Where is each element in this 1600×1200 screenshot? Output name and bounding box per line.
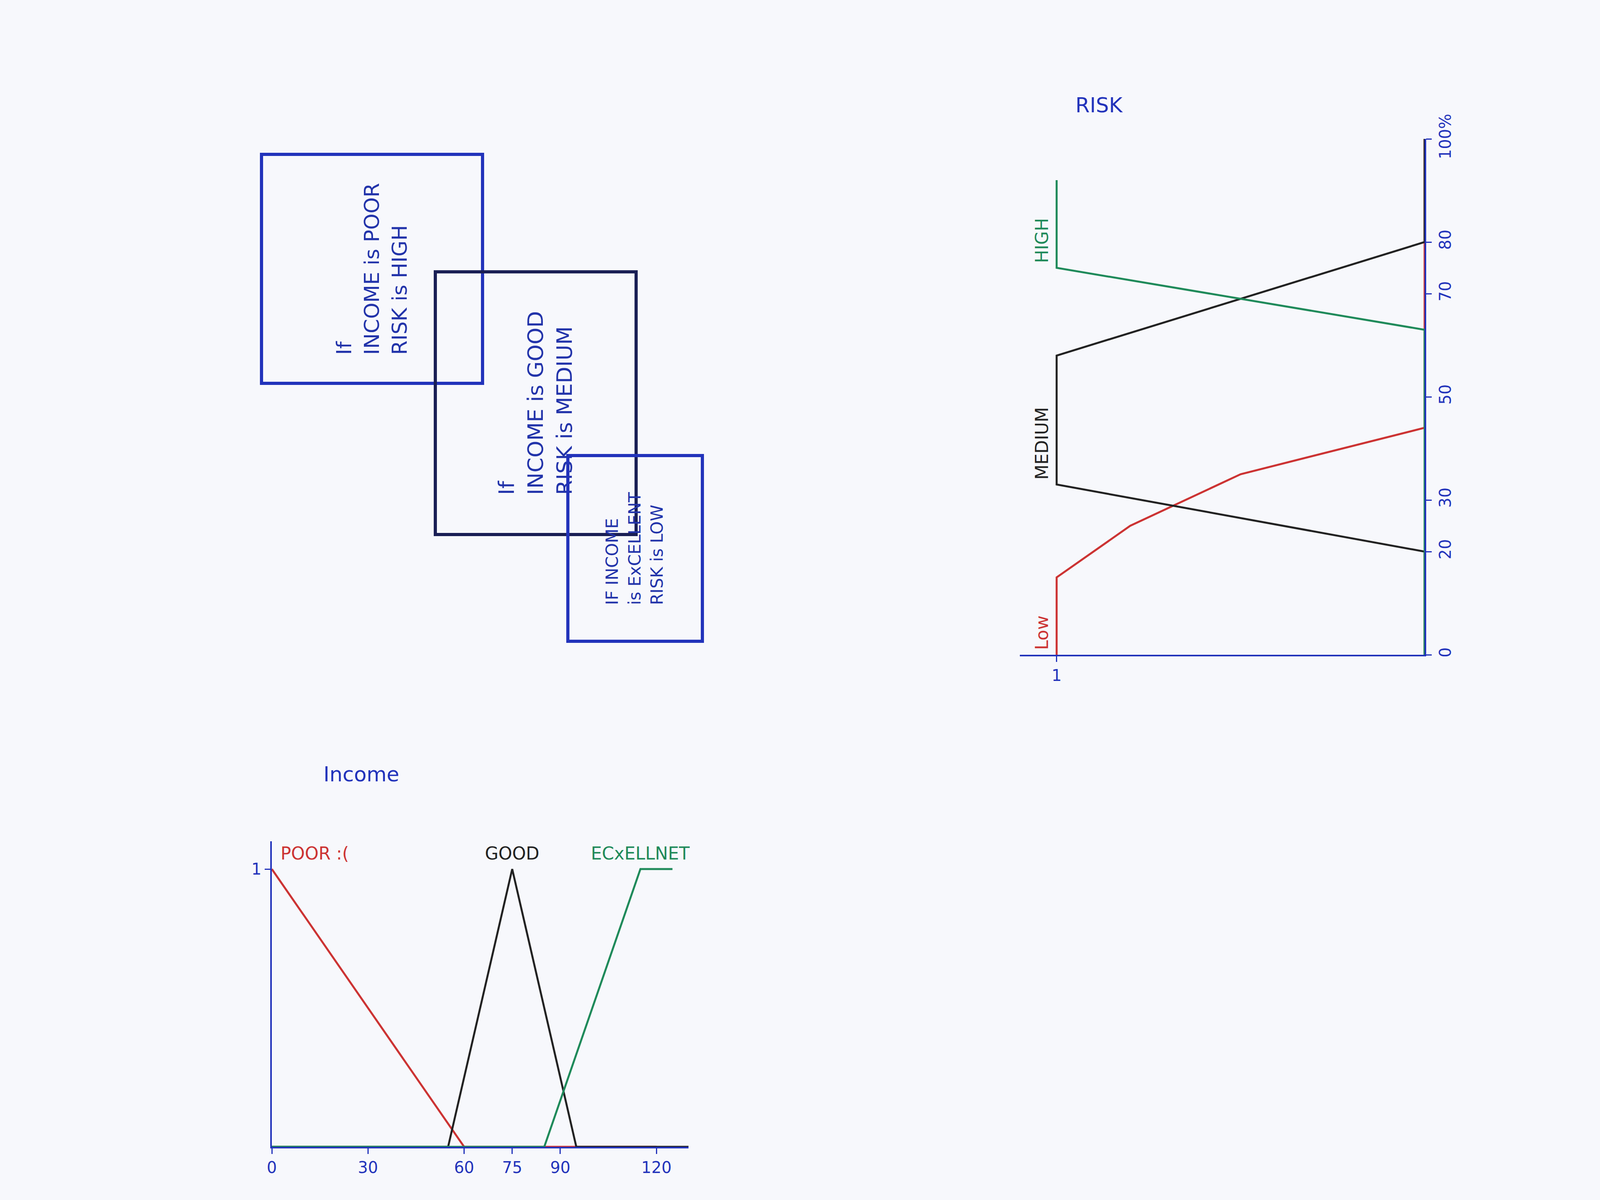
svg-text:30: 30: [357, 1158, 379, 1177]
html-text:INCOME is GOOD: INCOME is GOOD: [522, 311, 548, 496]
html-text:RISK is MEDIUM: RISK is MEDIUM: [551, 326, 577, 496]
svg-text:ECxELLNET: ECxELLNET: [590, 843, 690, 864]
svg-text:1: 1: [1051, 666, 1062, 685]
html-text:RISK is LOW: RISK is LOW: [647, 504, 667, 605]
svg-text:30: 30: [1436, 487, 1455, 508]
svg-text:RISK: RISK: [1075, 93, 1124, 118]
html-text:RISK is HIGH: RISK is HIGH: [387, 225, 412, 355]
svg-text:60: 60: [453, 1158, 475, 1177]
html-text:is ExCELLENT: is ExCELLENT: [625, 491, 645, 605]
html-text:IF INCOME: IF INCOME: [602, 518, 623, 605]
svg-text:80: 80: [1436, 229, 1455, 250]
svg-text:GOOD: GOOD: [484, 843, 540, 864]
svg-text:70: 70: [1436, 281, 1455, 302]
svg-text:50: 50: [1436, 384, 1455, 405]
svg-text:75: 75: [501, 1158, 523, 1177]
svg-text:MEDIUM: MEDIUM: [1031, 407, 1052, 480]
svg-text:90: 90: [550, 1158, 571, 1177]
svg-text:Income: Income: [323, 762, 400, 787]
svg-text:100%: 100%: [1436, 113, 1455, 160]
svg-text:20: 20: [1436, 539, 1455, 560]
svg-text:0: 0: [266, 1158, 277, 1177]
svg-text:120: 120: [641, 1158, 672, 1177]
svg-text:HIGH: HIGH: [1031, 217, 1052, 263]
svg-text:0: 0: [1436, 647, 1455, 658]
svg-text:POOR :(: POOR :(: [280, 843, 349, 864]
html-text:INCOME is POOR: INCOME is POOR: [360, 182, 384, 355]
html-text:If: If: [332, 341, 357, 355]
svg-text:1: 1: [251, 859, 262, 879]
svg-text:Low: Low: [1031, 615, 1052, 650]
html-text:If: If: [493, 481, 519, 496]
